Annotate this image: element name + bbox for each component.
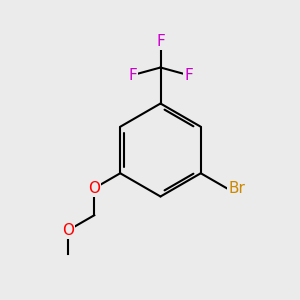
Text: F: F: [156, 34, 165, 50]
Text: Br: Br: [228, 181, 245, 196]
Text: F: F: [184, 68, 193, 82]
Text: F: F: [128, 68, 137, 82]
Text: O: O: [62, 223, 74, 238]
Text: O: O: [88, 181, 100, 196]
